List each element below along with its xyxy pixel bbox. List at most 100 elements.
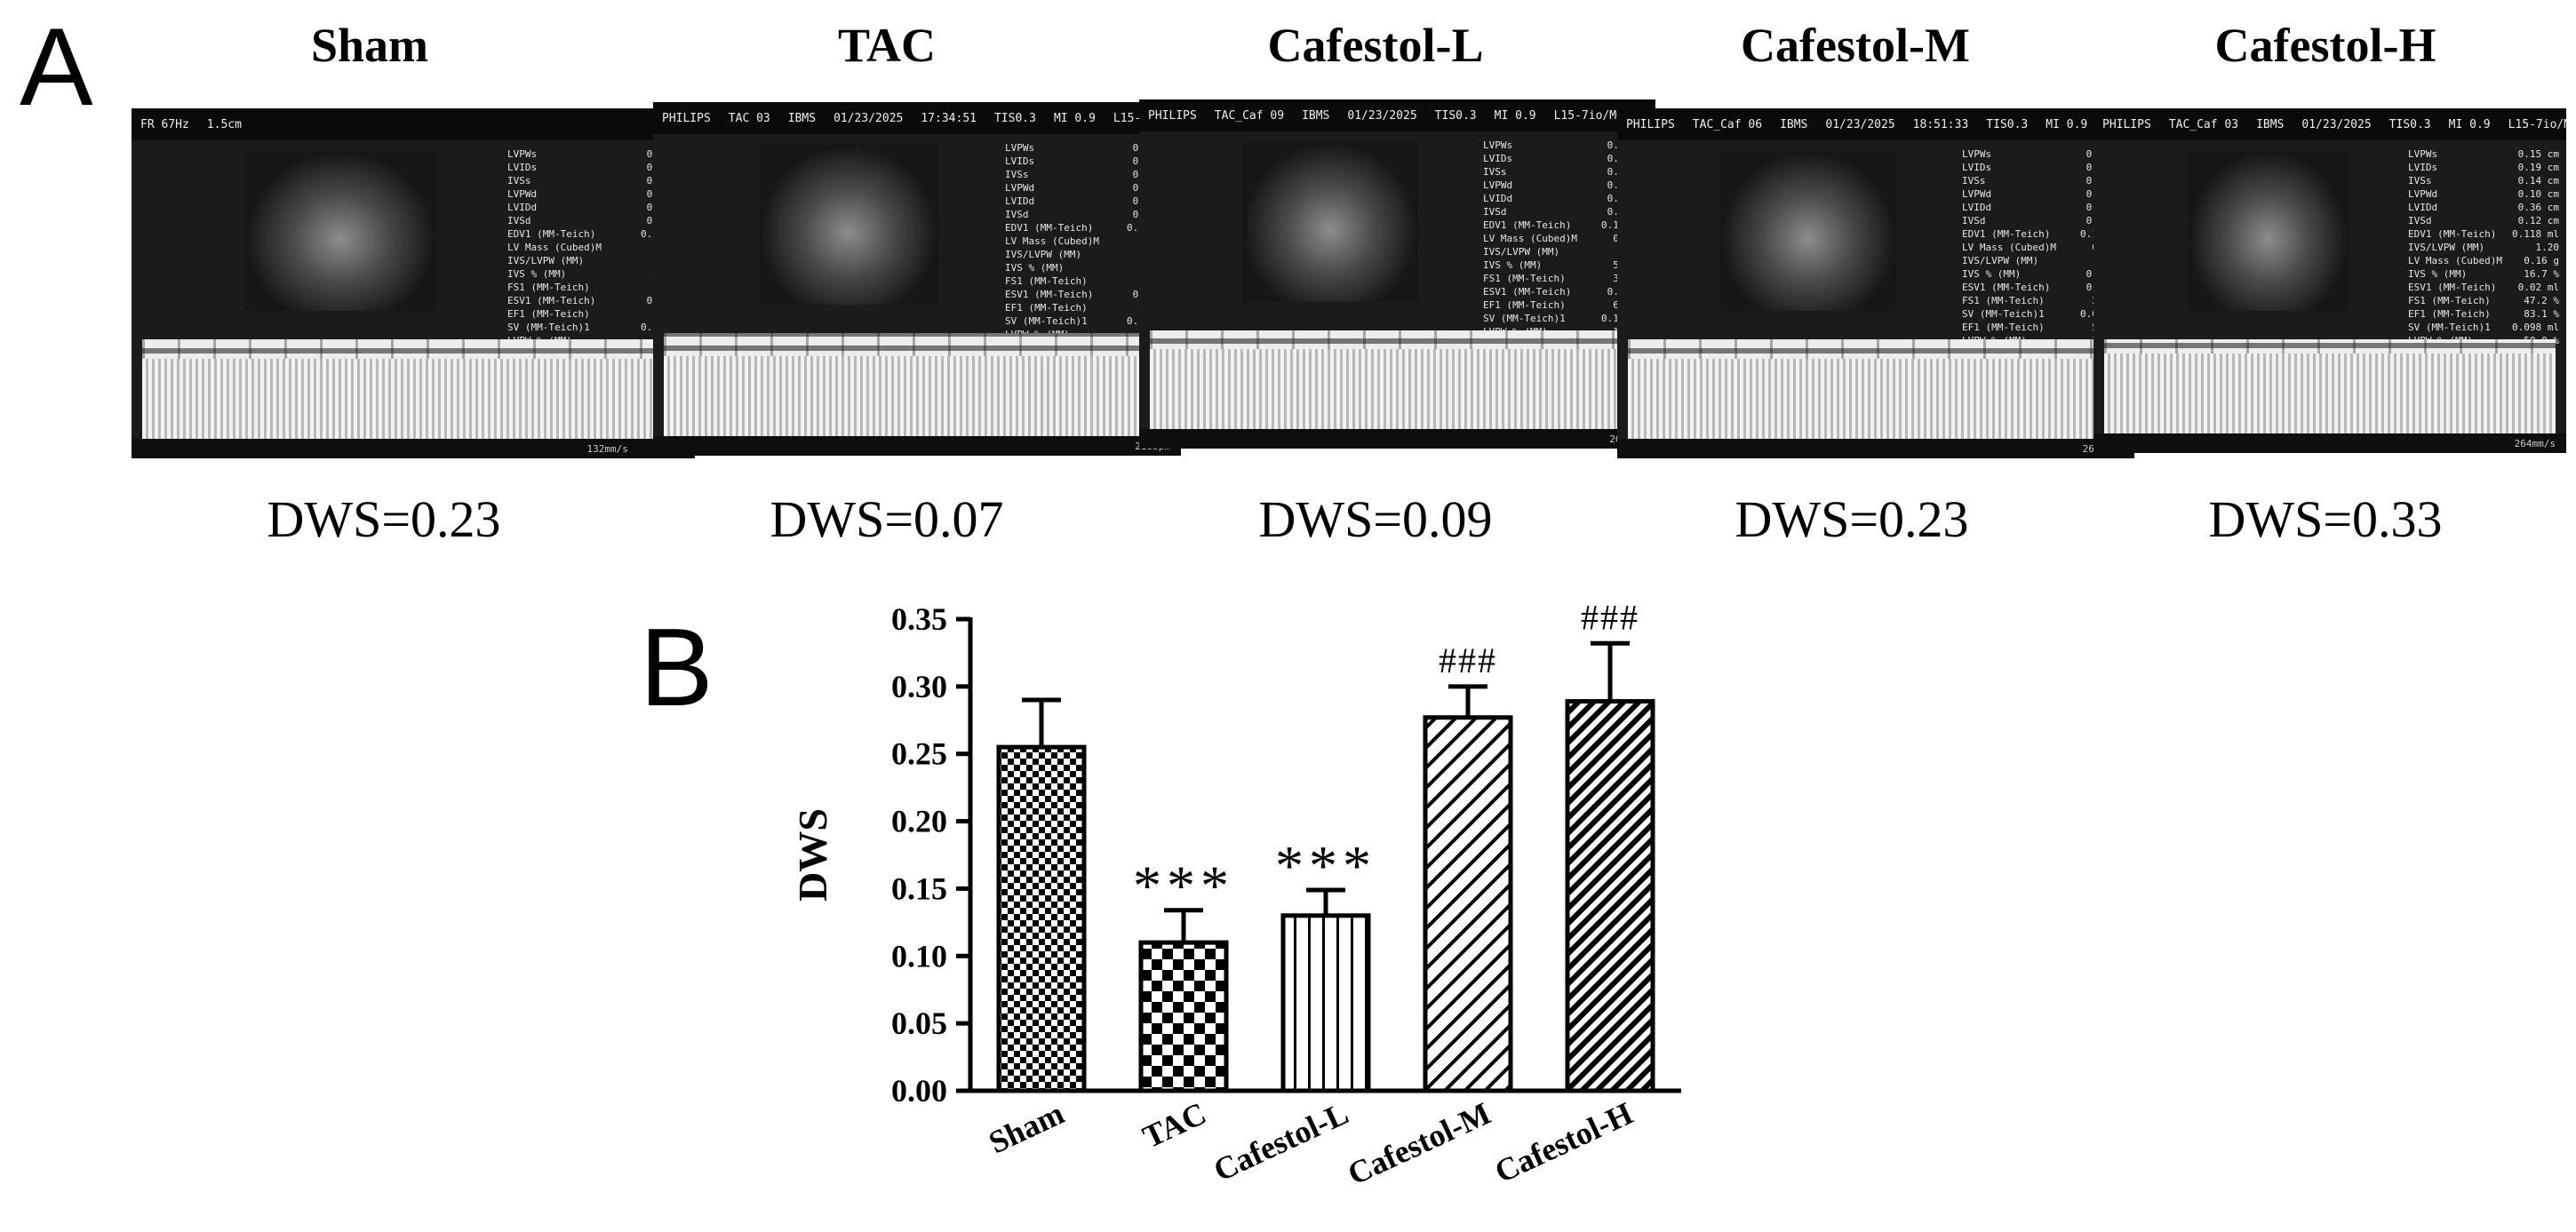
measurement-label: IVS/LVPW (MM)	[1483, 246, 1560, 258]
measurement-label: LVPWd	[1962, 188, 1992, 200]
measurement-label: LVIDs	[1483, 153, 1513, 164]
bar-cafestol-h	[1565, 699, 1655, 1093]
y-tick-label: 0.00	[891, 1073, 947, 1109]
echo-header-text: TIS0.3	[1986, 117, 2029, 131]
measurement-label: SV (MM-Teich)1	[2408, 322, 2491, 333]
y-tick-label: 0.10	[891, 938, 947, 974]
measurement-row: LVIDs 0.19 cm	[2408, 161, 2559, 174]
b-mode-view	[2188, 151, 2349, 311]
echo-header-text: MI 0.9	[2046, 117, 2088, 131]
measurement-label: LVPWs	[1005, 142, 1035, 154]
echo-header-text: IBMS	[2256, 117, 2285, 131]
measurement-label: LVPWd	[1005, 182, 1035, 194]
measurement-row: LVPWs 0.15 cm	[2408, 147, 2559, 161]
echo-image-cafestol-h: PHILIPS TAC_Caf 03 IBMS 01/23/2025 TIS0.3 MI …	[2093, 108, 2566, 453]
measurement-label: IVS % (MM)	[1483, 259, 1543, 271]
measurement-label: LV Mass (Cubed)M	[1483, 233, 1577, 244]
measurement-label: IVS % (MM)	[2408, 268, 2468, 280]
panel-label-a: A	[20, 6, 93, 129]
measurement-label: IVSd	[1962, 215, 1986, 227]
echo-header-text: PHILIPS	[1626, 117, 1675, 131]
group-title-cafestol-h: Cafestol-H	[2214, 19, 2436, 72]
measurement-label: LVIDs	[2408, 162, 2438, 173]
group-title-tac: TAC	[837, 19, 936, 72]
measurement-label: FS1 (MM-Teich)	[1483, 273, 1566, 284]
measurement-label: LVPWd	[1483, 179, 1513, 191]
measurement-row: SV (MM-Teich)1 0.098 ml	[2408, 321, 2559, 334]
echo-header-text: MI 0.9	[1494, 108, 1536, 123]
measurement-label: IVS % (MM)	[1005, 262, 1065, 274]
echo-header-text: PHILIPS	[662, 111, 711, 125]
measurement-value: 0.36 cm	[2517, 202, 2559, 213]
echo-header-text: 1.5cm	[206, 117, 242, 131]
b-mode-view	[1242, 142, 1418, 302]
measurement-label: ESV1 (MM-Teich)	[2408, 282, 2497, 293]
measurement-value: 0.098 ml	[2512, 322, 2559, 333]
measurement-label: LVPWd	[507, 188, 538, 200]
measurement-value: 0.118 ml	[2512, 228, 2559, 240]
echo-header-text: 17:34:51	[921, 111, 977, 125]
echo-header-text: TIS0.3	[993, 111, 1036, 125]
echo-header-text: MI 0.9	[2448, 117, 2491, 131]
dws-caption-tac: DWS=0.07	[770, 490, 1004, 548]
measurement-row: ESV1 (MM-Teich) 0.02 ml	[2408, 281, 2559, 294]
measurement-label: IVS/LVPW (MM)	[1962, 255, 2039, 266]
measurement-label: EF1 (MM-Teich)	[2408, 308, 2491, 320]
x-tick-label: Cafestol-H	[1489, 1095, 1638, 1189]
bar-sham	[996, 744, 1087, 1093]
y-tick-label: 0.35	[891, 601, 947, 637]
group-title-cafestol-l: Cafestol-L	[1267, 19, 1484, 72]
measurement-row: LVPWd 0.10 cm	[2408, 187, 2559, 201]
group-title-sham: Sham	[310, 19, 429, 72]
y-tick-label: 0.30	[891, 669, 947, 704]
echo-header-text: 01/23/2025	[833, 111, 904, 125]
m-mode-lower-band	[142, 359, 684, 439]
y-tick-label: 0.25	[891, 736, 947, 772]
echo-header-text: 01/23/2025	[1347, 108, 1417, 123]
measurement-label: IVS % (MM)	[1962, 268, 2022, 280]
y-tick-label: 0.20	[891, 804, 947, 839]
b-mode-view	[244, 151, 436, 311]
x-tick-label: Cafestol-M	[1343, 1095, 1496, 1192]
y-tick-label: 0.15	[891, 870, 947, 906]
measurement-value: 0.15 cm	[2517, 148, 2559, 160]
group-title-cafestol-m: Cafestol-M	[1741, 19, 1970, 72]
echo-header: PHILIPS TAC 03 IBMS 01/23/2025 17:34:51 TIS0.…	[653, 102, 1181, 134]
measurement-label: FS1 (MM-Teich)	[1962, 295, 2045, 306]
measurement-value: 16.7 %	[2524, 268, 2559, 280]
measurement-label: EF1 (MM-Teich)	[1483, 299, 1566, 311]
measurement-row: IVS/LVPW (MM) 1.20	[2408, 241, 2559, 254]
m-mode-lower-band	[664, 356, 1170, 436]
echo-header-text: TAC_Caf 09	[1214, 108, 1285, 123]
echo-header-text: MI 0.9	[1053, 111, 1096, 125]
measurement-label: IVSd	[2408, 215, 2432, 227]
measurement-label: IVSs	[1483, 166, 1507, 178]
measurement-value: 0.14 cm	[2517, 175, 2559, 187]
echo-image-cafestol-l: PHILIPS TAC_Caf 09 IBMS 01/23/2025 TIS0.3 MI …	[1139, 99, 1655, 449]
measurement-value: 0.02 ml	[2517, 282, 2559, 293]
measurement-label: ESV1 (MM-Teich)	[507, 295, 596, 306]
significance-marker: ***	[1275, 834, 1376, 897]
measurement-label: EDV1 (MM-Teich)	[1005, 222, 1094, 234]
bar-cafestol-l	[1280, 913, 1371, 1093]
echo-header-text: 01/23/2025	[1825, 117, 1895, 131]
measurement-label: LV Mass (Cubed)M	[1962, 242, 2056, 253]
measurement-label: LVPWs	[2408, 148, 2438, 160]
measurement-label: ESV1 (MM-Teich)	[1005, 289, 1094, 300]
echo-footer: 264mm/s	[2093, 433, 2566, 453]
measurement-label: EDV1 (MM-Teich)	[1962, 228, 2051, 240]
m-mode-lower-band	[2104, 354, 2556, 433]
b-mode-view	[1720, 151, 1896, 311]
x-tick-label: TAC	[1137, 1095, 1211, 1155]
echo-header-text: 01/23/2025	[2301, 117, 2372, 131]
measurement-label: LVIDd	[2408, 202, 2438, 213]
measurement-row: FS1 (MM-Teich) 47.2 %	[2408, 294, 2559, 307]
measurement-value: 0.16 g	[2524, 255, 2559, 266]
echo-footer-text: 132mm/s	[586, 442, 628, 455]
measurement-label: SV (MM-Teich)1	[1483, 313, 1566, 324]
echo-header: PHILIPS TAC_Caf 03 IBMS 01/23/2025 TIS0.3 MI …	[2093, 108, 2566, 140]
measurement-label: FS1 (MM-Teich)	[1005, 275, 1088, 287]
measurement-label: LVPWd	[2408, 188, 2438, 200]
measurement-row: EDV1 (MM-Teich) 0.118 ml	[2408, 227, 2559, 241]
measurement-row: IVSd 0.12 cm	[2408, 214, 2559, 227]
